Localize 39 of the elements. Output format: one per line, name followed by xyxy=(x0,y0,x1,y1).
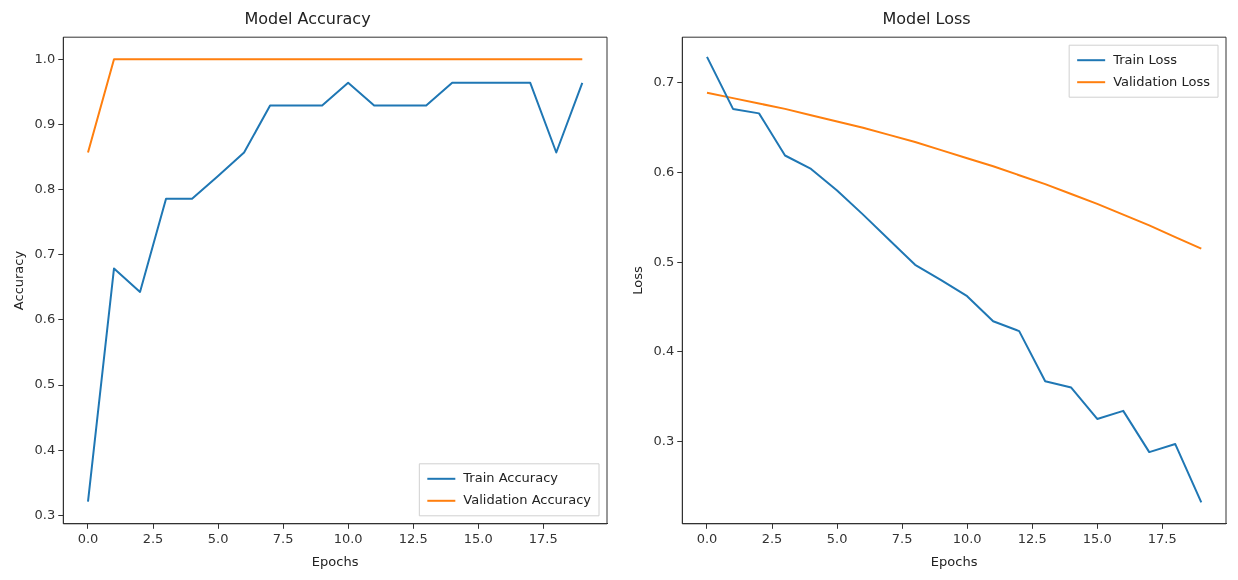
x-tick-label: 2.5 xyxy=(761,530,783,546)
y-tick-label: 1.0 xyxy=(34,50,56,66)
x-tick-label: 10.0 xyxy=(952,530,982,546)
legend-label: Validation Loss xyxy=(1113,73,1211,89)
chart-title: Model Accuracy xyxy=(244,8,371,28)
x-tick-label: 5.0 xyxy=(826,530,848,546)
x-tick-label: 7.5 xyxy=(891,530,913,546)
y-tick-label: 0.5 xyxy=(653,253,675,269)
y-tick-label: 0.3 xyxy=(653,432,675,448)
y-tick-label: 0.5 xyxy=(34,376,56,392)
x-tick-label: 10.0 xyxy=(333,530,363,546)
y-tick-label: 0.8 xyxy=(34,181,56,196)
x-axis-title: Epochs xyxy=(311,553,359,569)
y-tick-label: 0.7 xyxy=(653,74,675,90)
legend-label: Validation Accuracy xyxy=(463,492,592,508)
x-tick-label: 0.0 xyxy=(696,530,718,546)
y-tick-label: 0.6 xyxy=(34,311,56,327)
y-tick-label: 0.4 xyxy=(653,343,675,359)
x-tick-label: 7.5 xyxy=(272,530,294,546)
x-tick-label: 17.5 xyxy=(1147,530,1177,546)
x-axis-title: Epochs xyxy=(930,553,978,569)
x-tick-label: 0.0 xyxy=(77,530,99,546)
x-tick-label: 17.5 xyxy=(528,530,558,546)
y-tick-label: 0.7 xyxy=(34,246,56,262)
x-tick-label: 15.0 xyxy=(1082,530,1112,546)
y-axis-title: Loss xyxy=(630,266,646,295)
y-axis-title: Accuracy xyxy=(11,250,27,311)
x-tick-label: 5.0 xyxy=(207,530,229,546)
x-tick-label: 15.0 xyxy=(463,530,493,546)
x-tick-label: 12.5 xyxy=(398,530,428,546)
y-tick-label: 0.6 xyxy=(653,163,675,179)
x-tick-label: 2.5 xyxy=(142,530,164,546)
legend-label: Train Accuracy xyxy=(462,470,559,486)
y-tick-label: 0.3 xyxy=(34,506,56,522)
x-tick-label: 12.5 xyxy=(1017,530,1047,546)
chart-title: Model Loss xyxy=(882,8,971,28)
legend-label: Train Loss xyxy=(1112,51,1178,67)
y-tick-label: 0.4 xyxy=(34,441,56,457)
y-tick-label: 0.9 xyxy=(34,115,56,131)
